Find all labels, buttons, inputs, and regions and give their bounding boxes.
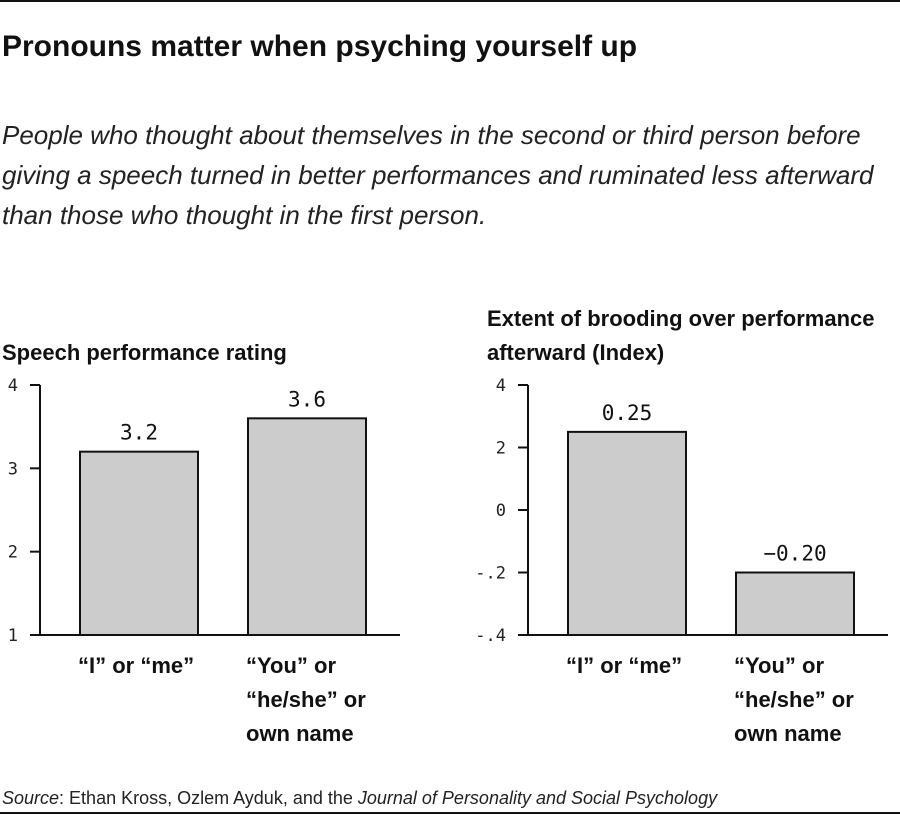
y-tick-label: -.2 <box>475 564 506 584</box>
x-tick-label: “I” or “me” <box>566 653 683 678</box>
bar <box>735 571 855 636</box>
y-tick-label: 0 <box>496 501 506 521</box>
value-label: 3.6 <box>288 387 326 411</box>
y-tick-label: 2 <box>8 543 18 563</box>
value-label: 0.25 <box>602 401 653 425</box>
bar <box>247 417 367 637</box>
bottom-rule <box>0 812 900 814</box>
source-label: Source <box>2 788 60 808</box>
bar <box>567 430 687 636</box>
y-axis-title: Speech performance rating <box>2 340 287 365</box>
source: Source: Ethan Kross, Ozlem Ayduk, and th… <box>2 788 717 809</box>
subtitle: People who thought about themselves in t… <box>2 120 874 230</box>
title: Pronouns matter when psyching yourself u… <box>2 30 638 63</box>
x-tick-label: “I” or “me” <box>78 653 195 678</box>
source-text: : Ethan Kross, Ozlem Ayduk, and the <box>59 788 358 808</box>
y-tick-label: 1 <box>8 626 18 646</box>
y-tick-label: 3 <box>8 459 18 479</box>
y-tick-label: 2 <box>496 439 506 459</box>
value-label: 3.2 <box>120 421 158 445</box>
x-tick-label: “You” or “he/she” or own name <box>246 653 366 746</box>
y-tick-label: -.4 <box>475 626 506 646</box>
y-tick-label: 4 <box>8 376 18 396</box>
y-tick-label: 4 <box>496 376 506 396</box>
x-tick-label: “You” or “he/she” or own name <box>734 653 854 746</box>
source-journal: Journal of Personality and Social Psycho… <box>357 788 718 808</box>
value-label: −0.20 <box>763 542 826 566</box>
top-rule <box>0 0 900 2</box>
bar <box>79 450 199 636</box>
y-axis-title: Extent of brooding over performance afte… <box>487 306 875 365</box>
